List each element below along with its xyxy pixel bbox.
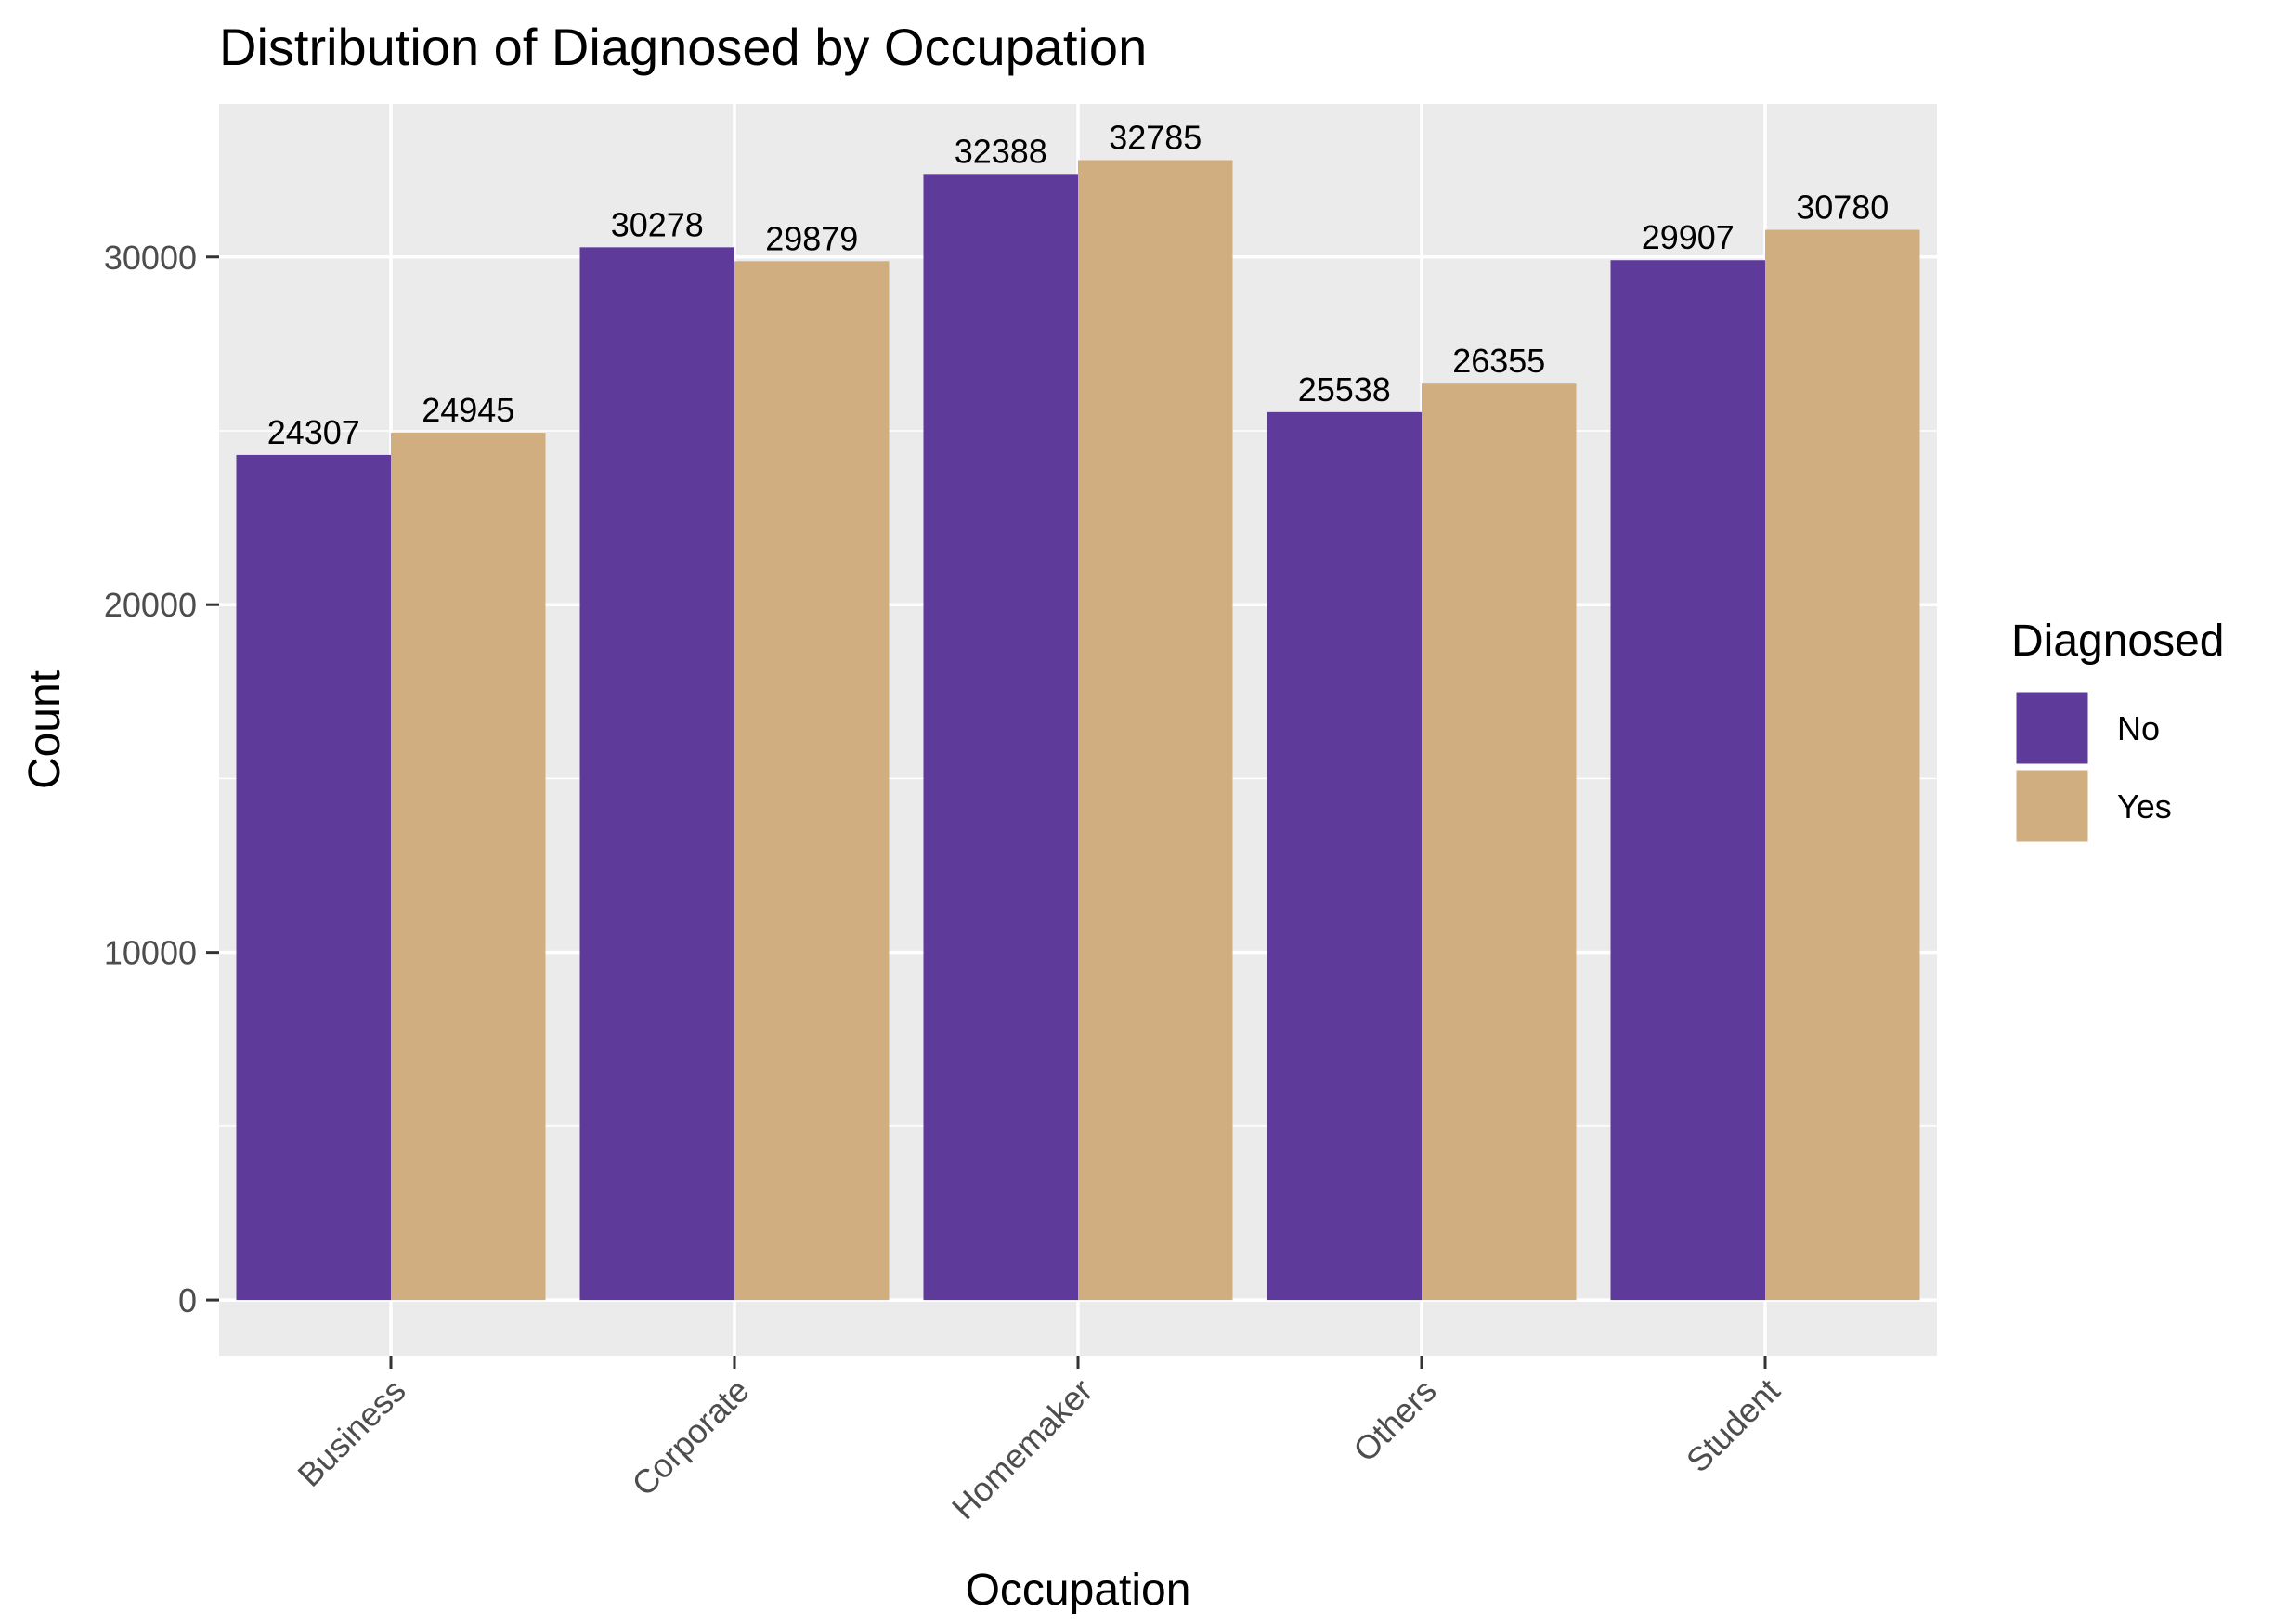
data-label: 29907 <box>1642 218 1735 256</box>
bar-yes-student <box>1765 229 1920 1301</box>
bar-yes-homemaker <box>1078 160 1233 1301</box>
legend-label-yes: Yes <box>2117 787 2172 825</box>
legend-key-no <box>2013 689 2091 767</box>
bar-yes-others <box>1422 383 1577 1301</box>
y-axis-title: Count <box>20 670 70 789</box>
x-axis: Business Corporate Homemaker Others Student <box>290 1356 1787 1527</box>
data-label: 25538 <box>1298 370 1391 409</box>
data-label: 30780 <box>1796 188 1889 227</box>
x-tick-label: Business <box>290 1371 412 1494</box>
legend-title: Diagnosed <box>2011 617 2225 666</box>
bar-no-homemaker <box>923 174 1078 1301</box>
y-tick-label: 0 <box>178 1281 197 1319</box>
y-tick-label: 20000 <box>104 586 197 624</box>
chart-title: Distribution of Diagnosed by Occupation <box>219 18 1147 76</box>
data-label: 24307 <box>267 413 360 451</box>
data-label: 24945 <box>422 391 514 429</box>
y-tick-label: 10000 <box>104 934 197 972</box>
legend: Diagnosed No Yes <box>2011 617 2225 845</box>
y-tick-label: 30000 <box>104 239 197 277</box>
legend-label-no: No <box>2117 709 2160 747</box>
bar-no-others <box>1267 411 1422 1301</box>
data-label: 32388 <box>955 132 1047 170</box>
bar-no-student <box>1610 260 1765 1301</box>
bars <box>236 160 1920 1301</box>
x-tick-label: Student <box>1679 1371 1787 1480</box>
bar-no-corporate <box>579 247 734 1301</box>
bar-yes-business <box>391 433 546 1301</box>
x-tick-label: Others <box>1345 1371 1443 1469</box>
y-axis: 0 10000 20000 30000 <box>104 239 219 1319</box>
legend-key-yes <box>2013 767 2091 845</box>
x-tick-label: Homemaker <box>944 1371 1100 1527</box>
data-labels: 24307 30278 32388 25538 29907 24945 29879 32785… <box>267 118 1890 450</box>
x-axis-title: Occupation <box>966 1566 1191 1615</box>
x-tick-label: Corporate <box>624 1371 756 1503</box>
bar-yes-corporate <box>734 261 890 1301</box>
data-label: 26355 <box>1452 342 1545 380</box>
data-label: 29879 <box>765 219 858 257</box>
data-label: 32785 <box>1109 118 1202 156</box>
bar-no-business <box>236 454 391 1301</box>
data-label: 30278 <box>611 205 704 243</box>
